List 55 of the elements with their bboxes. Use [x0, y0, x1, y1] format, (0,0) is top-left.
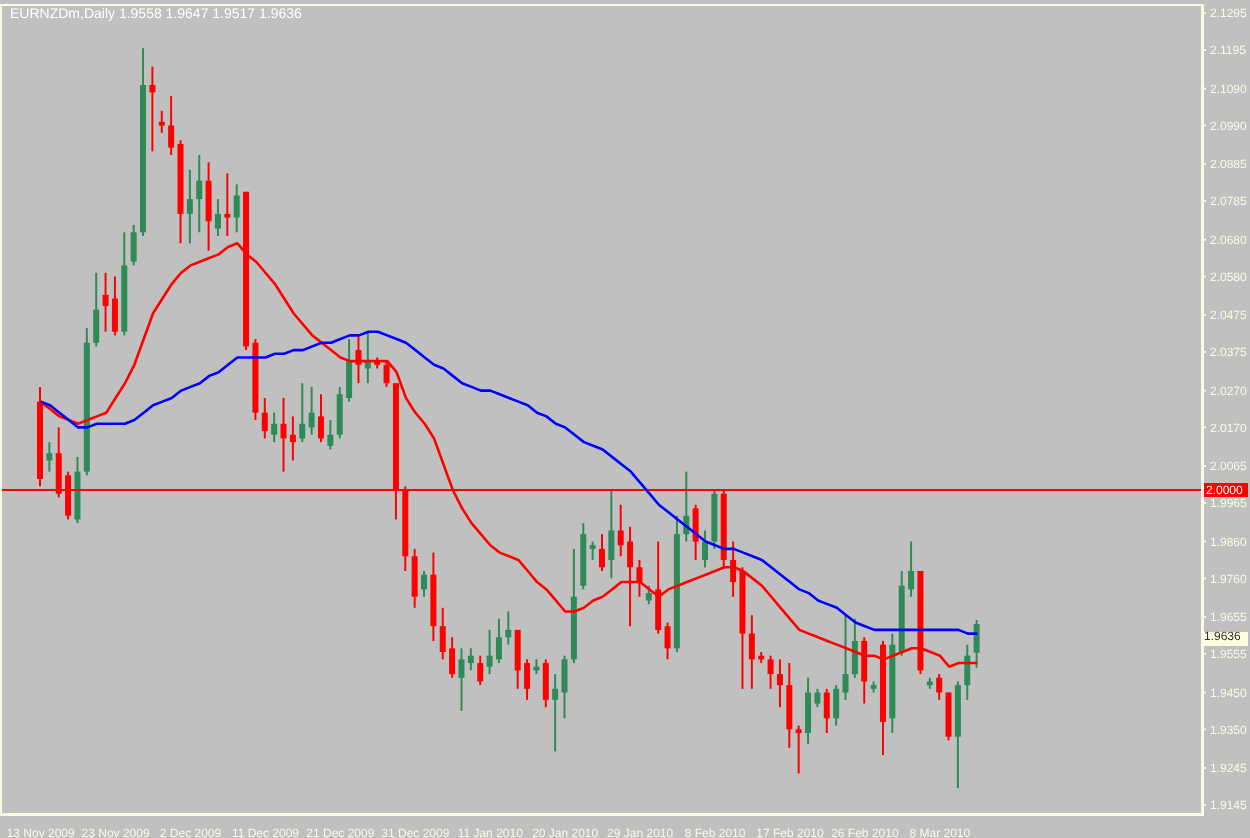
- candlestick: [327, 419, 334, 451]
- candlestick: [786, 662, 793, 749]
- candlestick: [973, 618, 980, 669]
- candlestick: [589, 540, 596, 561]
- candlestick: [936, 673, 943, 701]
- candlestick: [93, 271, 100, 348]
- candlestick: [833, 684, 840, 727]
- candlestick: [383, 360, 390, 388]
- candlestick: [702, 529, 709, 569]
- candlestick: [467, 647, 474, 672]
- candlestick: [261, 396, 268, 440]
- candlestick: [823, 687, 830, 734]
- candlestick: [186, 168, 193, 245]
- candlestick: [458, 647, 465, 712]
- candlestick: [598, 533, 605, 572]
- candlestick: [46, 441, 53, 473]
- candlestick: [505, 610, 512, 646]
- candlestick: [289, 415, 296, 462]
- candlestick: [411, 547, 418, 609]
- candlestick: [711, 489, 718, 550]
- candlestick: [477, 654, 484, 687]
- candlestick: [364, 330, 371, 385]
- candlestick: [655, 540, 662, 635]
- candlestick: [224, 172, 231, 237]
- candlestick: [271, 411, 278, 444]
- candlestick: [130, 223, 137, 267]
- candlestick: [767, 654, 774, 690]
- candlestick: [233, 183, 240, 234]
- candlestick: [561, 654, 568, 720]
- candlestick: [664, 621, 671, 661]
- candlestick: [776, 658, 783, 709]
- candlestick: [851, 617, 858, 679]
- candlestick: [692, 503, 699, 561]
- candlestick: [964, 643, 971, 701]
- candlestick: [795, 724, 802, 775]
- candlestick: [542, 658, 549, 709]
- candlestick: [111, 275, 118, 337]
- candlestick: [552, 673, 559, 753]
- candlestick: [805, 676, 812, 746]
- candlestick: [945, 691, 952, 742]
- candlestick: [421, 570, 428, 598]
- candlestick: [149, 65, 156, 153]
- candlestick: [196, 153, 203, 234]
- candlestick: [158, 109, 165, 134]
- candlestick: [608, 489, 615, 580]
- candlestick: [74, 455, 81, 525]
- candlestick: [299, 382, 306, 444]
- candlestick: [308, 385, 315, 436]
- candlestick: [214, 198, 221, 237]
- candlestick: [205, 161, 212, 252]
- candlestick: [317, 393, 324, 444]
- candlestick: [636, 558, 643, 598]
- candlestick: [842, 614, 849, 701]
- candlestick: [645, 584, 652, 606]
- candlestick: [495, 617, 502, 665]
